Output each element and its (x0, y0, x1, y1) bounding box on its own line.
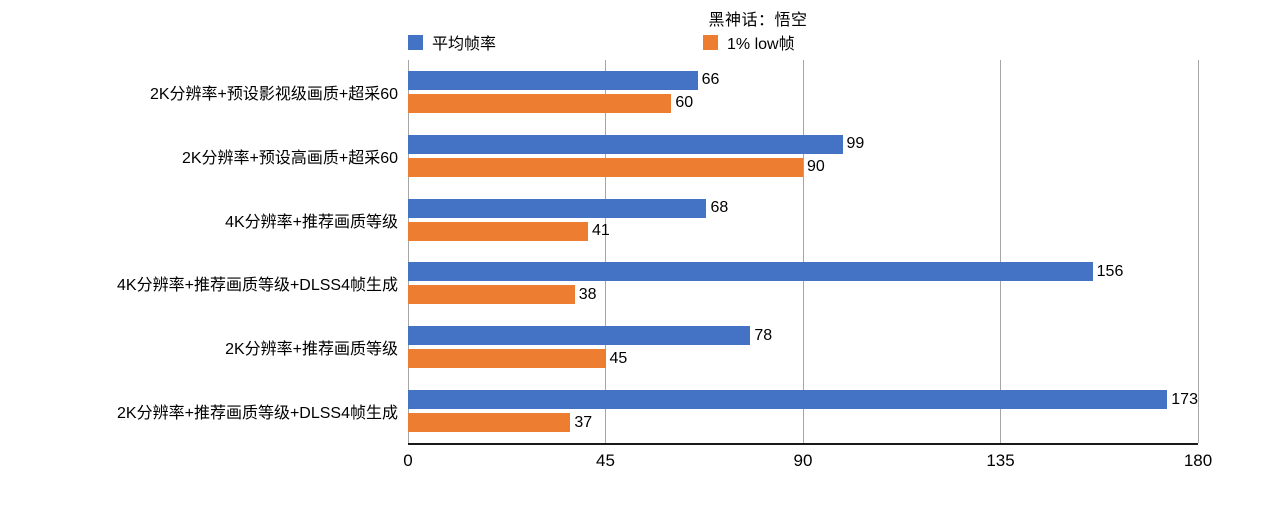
x-tick-label: 135 (986, 451, 1015, 470)
bar-row: 41 (408, 221, 1198, 241)
bar-group: 78 45 (408, 315, 1198, 379)
category-label: 4K分辨率+推荐画质等级+DLSS4帧生成 (117, 277, 398, 295)
bar-groups: 66 60 99 90 68 41 156 38 78 45 173 37 (408, 60, 1198, 443)
bar-1pct-low (408, 221, 588, 241)
bar-row: 37 (408, 413, 1198, 433)
gridline (605, 60, 606, 443)
x-tick-label: 180 (1183, 451, 1213, 470)
bar-row: 68 (408, 198, 1198, 218)
x-tick-label: 0 (403, 451, 413, 470)
bar-group: 68 41 (408, 188, 1198, 252)
gridlines (407, 60, 1199, 443)
bar-value-label: 37 (574, 413, 593, 431)
bar-avg-fps (408, 390, 1168, 410)
bar-row: 90 (408, 157, 1198, 177)
bar-group: 173 37 (408, 379, 1198, 443)
bar-group: 156 38 (408, 251, 1198, 315)
bar-row: 173 (408, 390, 1198, 410)
bar-1pct-low (408, 349, 606, 369)
bar-row: 60 (408, 93, 1198, 113)
category-label: 2K分辨率+推荐画质等级+DLSS4帧生成 (117, 405, 398, 423)
bar-value-label: 99 (846, 135, 865, 153)
bar-avg-fps (408, 262, 1093, 282)
chart-title: 黑神话：悟空 (708, 12, 808, 29)
bar-avg-fps (408, 198, 707, 218)
bar-row: 99 (408, 134, 1198, 154)
category-label: 2K分辨率+预设影视级画质+超采60 (149, 85, 398, 103)
x-tick-label: 90 (793, 451, 813, 470)
bar-value-label: 45 (609, 349, 628, 367)
bar-value-label: 41 (591, 222, 610, 240)
bar-1pct-low (408, 93, 672, 113)
bar-avg-fps (408, 70, 698, 90)
bar-row: 45 (408, 349, 1198, 369)
category-label: 2K分辨率+推荐画质等级 (225, 341, 398, 359)
x-axis-ticks: 0 45 90 135 180 (403, 451, 1212, 475)
legend-label-avg-fps: 平均帧率 (432, 36, 497, 53)
bar-row: 66 (408, 70, 1198, 90)
plot-area: 66 60 99 90 68 41 156 38 78 45 173 37 (407, 60, 1199, 445)
bar-row: 38 (408, 285, 1198, 305)
bar-avg-fps (408, 134, 843, 154)
bar-value-label: 66 (701, 71, 720, 89)
bar-row: 78 (408, 326, 1198, 346)
legend-item-avg-fps: 平均帧率 (408, 31, 496, 53)
bar-1pct-low (408, 157, 803, 177)
bar-value-label: 156 (1096, 262, 1124, 280)
gridline (1000, 60, 1001, 443)
category-label: 2K分辨率+预设高画质+超采60 (181, 149, 398, 167)
bar-1pct-low (408, 413, 571, 433)
legend-item-1pct-low: 1% low帧 (703, 31, 795, 53)
legend-swatch-blue (408, 34, 423, 50)
legend-swatch-orange (703, 34, 718, 50)
bar-row: 156 (408, 262, 1198, 282)
bar-value-label: 38 (578, 285, 597, 303)
bar-value-label: 68 (710, 199, 729, 217)
bar-1pct-low (408, 285, 575, 305)
bar-avg-fps (408, 326, 751, 346)
bar-group: 66 60 (408, 60, 1198, 124)
bar-value-label: 78 (754, 326, 773, 344)
bar-group: 99 90 (408, 124, 1198, 188)
legend-label-1pct-low: 1% low帧 (727, 36, 795, 53)
category-label: 4K分辨率+推荐画质等级 (225, 213, 398, 231)
x-tick-label: 45 (596, 451, 615, 470)
legend: 平均帧率 1% low帧 (408, 31, 1198, 53)
category-labels: 2K分辨率+预设影视级画质+超采60 2K分辨率+预设高画质+超采60 4K分辨率+… (0, 60, 398, 443)
gridline (407, 60, 409, 443)
bar-value-label: 60 (675, 94, 694, 112)
gridline (1197, 60, 1199, 443)
gridline (802, 60, 804, 443)
bar-value-label: 90 (807, 158, 825, 176)
bar-value-label: 173 (1171, 390, 1198, 408)
